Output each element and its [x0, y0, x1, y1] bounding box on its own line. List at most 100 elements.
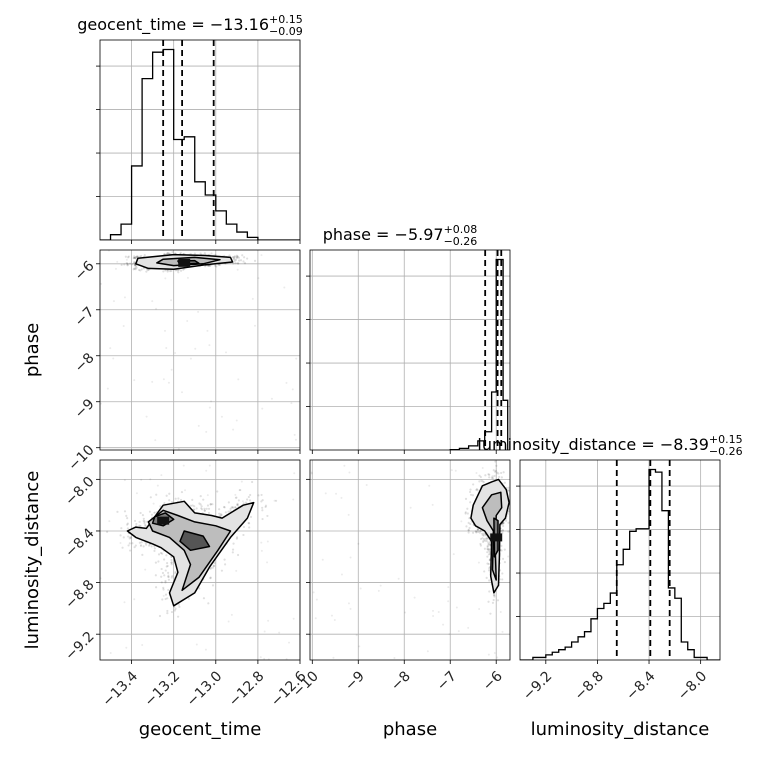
- sample-point: [215, 265, 218, 268]
- sample-point: [321, 558, 324, 561]
- sample-point: [143, 254, 146, 257]
- sample-point: [493, 594, 496, 597]
- sample-point: [231, 255, 235, 259]
- sample-point: [170, 368, 173, 371]
- sample-point: [469, 488, 472, 491]
- title-minus: −0.26: [444, 235, 478, 248]
- y-tick-label: −9: [72, 396, 98, 422]
- sample-point: [134, 256, 137, 259]
- sample-point: [501, 630, 504, 633]
- sample-point: [481, 534, 484, 537]
- sample-point: [488, 567, 491, 570]
- sample-point: [257, 277, 260, 280]
- sample-point: [202, 597, 206, 600]
- sample-point: [176, 269, 179, 272]
- sample-point: [141, 513, 145, 517]
- sample-point: [486, 562, 489, 565]
- sample-point: [315, 598, 318, 601]
- sample-point: [442, 623, 445, 626]
- density-peak: [490, 533, 503, 542]
- sample-point: [216, 490, 219, 493]
- sample-point: [161, 552, 164, 555]
- sample-point: [219, 514, 222, 517]
- sample-point: [207, 264, 210, 268]
- sample-point: [134, 257, 138, 260]
- sample-point: [234, 506, 237, 509]
- sample-point: [242, 502, 245, 505]
- sample-point: [488, 590, 491, 593]
- sample-point: [200, 508, 204, 511]
- sample-point: [129, 536, 132, 539]
- sample-point: [127, 535, 130, 538]
- sample-point: [501, 572, 504, 575]
- sample-point: [486, 537, 490, 540]
- sample-point: [151, 380, 154, 383]
- sample-point: [127, 544, 130, 547]
- sample-point: [106, 530, 109, 534]
- sample-point: [129, 549, 132, 552]
- sample-point: [133, 260, 136, 264]
- sample-point: [479, 475, 482, 479]
- sample-point: [228, 254, 231, 257]
- sample-point: [507, 530, 510, 533]
- sample-point: [151, 300, 154, 303]
- sample-point: [246, 257, 249, 260]
- sample-point: [469, 493, 473, 496]
- sample-point: [134, 267, 137, 270]
- sample-point: [159, 551, 163, 555]
- sample-point: [133, 264, 137, 267]
- sample-point: [189, 357, 192, 360]
- sample-point: [166, 251, 169, 255]
- sample-point: [205, 469, 208, 472]
- sample-point: [243, 256, 246, 259]
- sample-point: [162, 270, 165, 273]
- sample-point: [199, 494, 202, 498]
- sample-point: [139, 511, 142, 515]
- sample-point: [182, 268, 185, 271]
- y-tick-label: −8.0: [62, 474, 97, 509]
- sample-point: [248, 499, 252, 502]
- sample-point: [377, 589, 380, 592]
- sample-point: [487, 543, 490, 546]
- sample-point: [165, 346, 168, 349]
- sample-point: [134, 265, 137, 268]
- sample-point: [472, 483, 475, 486]
- sample-point: [145, 415, 148, 418]
- sample-point: [274, 499, 278, 502]
- sample-point: [162, 558, 166, 561]
- sample-point: [236, 503, 239, 506]
- sample-point: [310, 471, 313, 474]
- sample-point: [482, 539, 485, 542]
- sample-point: [144, 541, 147, 545]
- sample-point: [499, 610, 502, 613]
- sample-point: [174, 572, 177, 575]
- sample-point: [264, 504, 268, 507]
- sample-point: [246, 498, 249, 501]
- sample-point: [144, 523, 147, 526]
- sample-point: [273, 499, 276, 502]
- sample-point: [454, 469, 457, 472]
- sample-point: [235, 536, 239, 539]
- sample-point: [167, 571, 170, 574]
- sample-point: [482, 534, 485, 537]
- sample-point: [479, 544, 482, 547]
- sample-point: [324, 492, 327, 495]
- sample-point: [126, 262, 129, 265]
- sample-point: [170, 558, 173, 562]
- x-tick-label: −8.4: [623, 668, 658, 703]
- sample-point: [479, 542, 482, 546]
- sample-point: [198, 502, 201, 505]
- marginal-title: geocent_time = −13.16+0.15: [77, 13, 303, 35]
- panel-frame: [99, 39, 301, 241]
- marginal-panel-phase: [306, 249, 511, 454]
- sample-point: [141, 643, 144, 646]
- sample-point: [476, 528, 479, 531]
- sample-point: [239, 259, 243, 262]
- sample-point: [475, 488, 478, 492]
- sample-point: [116, 510, 119, 513]
- sample-point: [209, 503, 212, 506]
- sample-point: [170, 269, 173, 273]
- sample-point: [359, 587, 362, 590]
- sample-point: [138, 524, 141, 527]
- sample-point: [133, 598, 136, 601]
